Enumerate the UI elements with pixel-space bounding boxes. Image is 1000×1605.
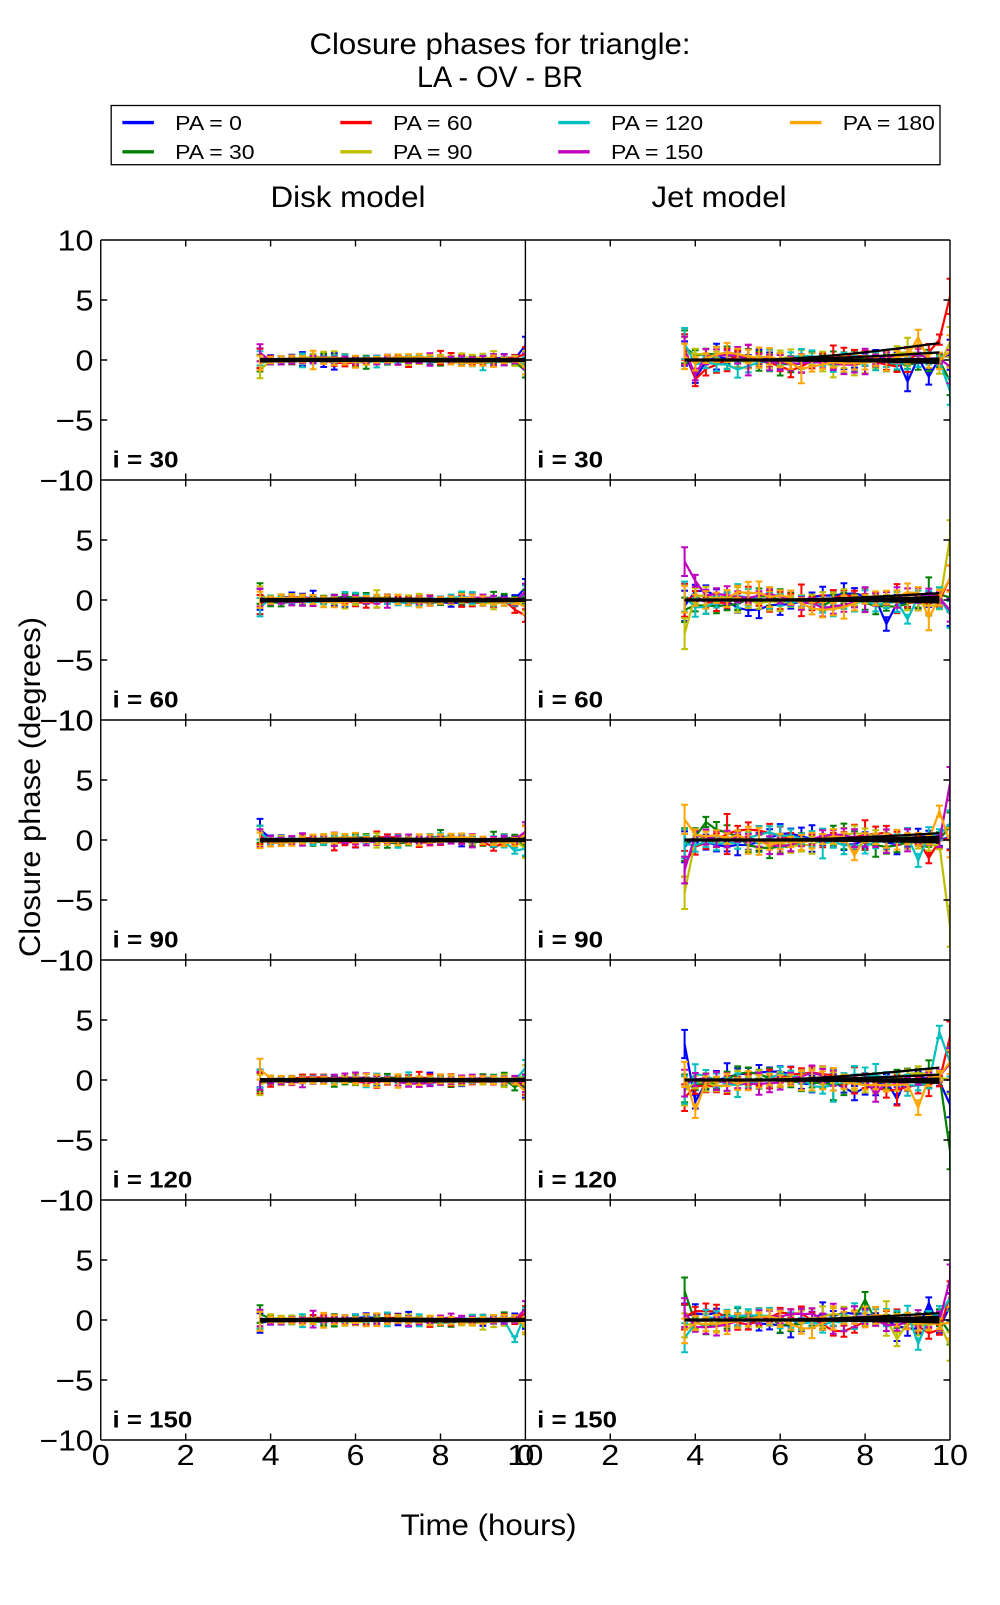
svg-text:5: 5: [76, 526, 94, 558]
svg-text:4: 4: [686, 1440, 704, 1472]
svg-text:−10: −10: [40, 1426, 94, 1458]
svg-text:i = 150: i = 150: [113, 1407, 193, 1433]
svg-text:5: 5: [76, 286, 94, 318]
svg-text:i = 30: i = 30: [537, 447, 603, 473]
svg-text:i = 90: i = 90: [537, 927, 603, 953]
svg-text:0: 0: [76, 346, 94, 378]
svg-text:i = 120: i = 120: [113, 1167, 193, 1193]
svg-text:10: 10: [58, 466, 94, 498]
svg-text:PA = 0: PA = 0: [175, 113, 242, 135]
svg-text:−5: −5: [56, 886, 94, 918]
svg-text:PA = 120: PA = 120: [611, 113, 703, 135]
svg-text:PA = 60: PA = 60: [393, 113, 472, 135]
svg-text:2: 2: [177, 1440, 195, 1472]
svg-text:−10: −10: [40, 946, 94, 978]
svg-text:0: 0: [76, 826, 94, 858]
svg-text:−5: −5: [56, 646, 94, 678]
svg-text:i = 60: i = 60: [537, 687, 603, 713]
svg-text:0: 0: [76, 586, 94, 618]
svg-text:0: 0: [76, 1306, 94, 1338]
svg-text:6: 6: [771, 1440, 789, 1472]
svg-text:6: 6: [347, 1440, 365, 1472]
svg-text:i = 150: i = 150: [537, 1407, 617, 1433]
svg-text:4: 4: [262, 1440, 280, 1472]
svg-text:8: 8: [432, 1440, 450, 1472]
svg-text:0: 0: [92, 1440, 110, 1472]
svg-text:−10: −10: [40, 466, 94, 498]
svg-text:10: 10: [58, 226, 94, 258]
svg-text:PA = 150: PA = 150: [611, 142, 703, 164]
svg-text:i = 30: i = 30: [113, 447, 179, 473]
svg-text:10: 10: [58, 1186, 94, 1218]
svg-text:Jet model: Jet model: [652, 181, 787, 214]
svg-text:i = 120: i = 120: [537, 1167, 617, 1193]
svg-text:PA = 180: PA = 180: [843, 113, 935, 135]
svg-text:LA - OV - BR: LA - OV - BR: [417, 61, 583, 94]
svg-text:−10: −10: [40, 706, 94, 738]
svg-text:10: 10: [58, 706, 94, 738]
svg-text:−10: −10: [40, 1186, 94, 1218]
svg-text:2: 2: [601, 1440, 619, 1472]
svg-text:5: 5: [76, 1006, 94, 1038]
svg-text:10: 10: [507, 1440, 543, 1472]
svg-text:0: 0: [76, 1066, 94, 1098]
svg-text:Disk model: Disk model: [271, 181, 426, 214]
svg-text:i = 90: i = 90: [113, 927, 179, 953]
svg-text:Time (hours): Time (hours): [401, 1509, 577, 1542]
svg-text:5: 5: [76, 766, 94, 798]
svg-text:10: 10: [932, 1440, 968, 1472]
svg-text:−5: −5: [56, 1126, 94, 1158]
svg-text:PA = 90: PA = 90: [393, 142, 472, 164]
svg-text:Closure phase (degrees): Closure phase (degrees): [14, 617, 47, 957]
svg-text:i = 60: i = 60: [113, 687, 179, 713]
svg-text:8: 8: [856, 1440, 874, 1472]
svg-text:5: 5: [76, 1246, 94, 1278]
svg-text:10: 10: [58, 946, 94, 978]
svg-text:PA = 30: PA = 30: [175, 142, 254, 164]
svg-text:0: 0: [516, 1440, 534, 1472]
svg-text:Closure phases for triangle:: Closure phases for triangle:: [310, 28, 691, 61]
svg-text:−5: −5: [56, 406, 94, 438]
svg-text:−5: −5: [56, 1366, 94, 1398]
